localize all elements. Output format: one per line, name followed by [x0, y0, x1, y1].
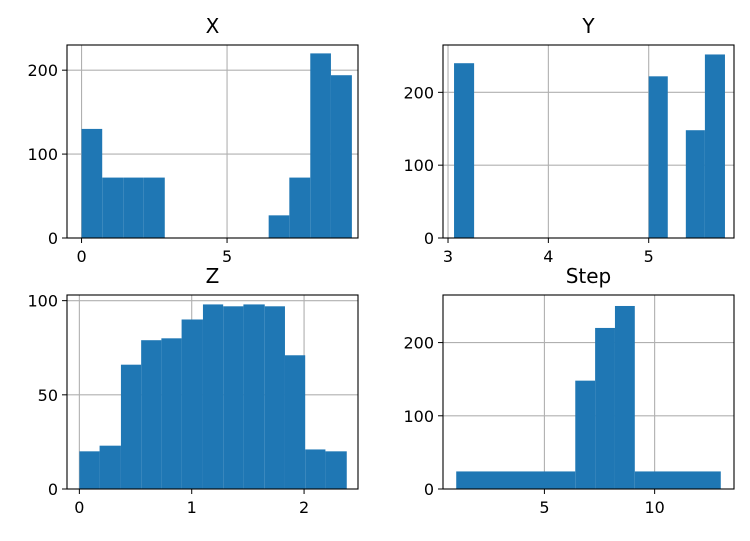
y-tick-label: 0 — [424, 229, 434, 248]
y-tick-label: 100 — [27, 145, 58, 164]
histogram-bar — [120, 364, 142, 489]
x-tick-label: 1 — [187, 498, 197, 517]
histogram-bar — [575, 380, 596, 489]
x-tick-label: 3 — [443, 247, 453, 266]
x-tick-label: 5 — [539, 498, 549, 517]
x-tick-label: 0 — [74, 498, 84, 517]
axes-frame — [442, 44, 735, 239]
histogram-bar — [310, 53, 331, 239]
y-tick-label: 50 — [38, 386, 58, 405]
histogram-bar — [454, 63, 475, 238]
y-tick-label: 100 — [403, 407, 434, 426]
histogram-bar — [81, 128, 103, 238]
histogram-bar — [284, 355, 306, 489]
x-tick-label: 5 — [644, 247, 654, 266]
histogram-bar — [685, 130, 705, 238]
histogram-bar — [141, 340, 162, 489]
histogram-bar — [325, 451, 347, 489]
axes-frame — [66, 294, 359, 490]
y-tick-label: 200 — [403, 334, 434, 353]
x-tick-label: 5 — [222, 247, 232, 266]
histogram-bar — [330, 75, 352, 238]
subplot-title: Y — [581, 14, 595, 38]
histogram-bar — [243, 304, 265, 489]
histogram-bar — [595, 327, 615, 489]
histogram-bar — [614, 305, 635, 489]
y-tick-label: 200 — [403, 83, 434, 102]
y-tick-label: 100 — [403, 156, 434, 175]
subplot-2: 0 1 2 0 50 100 Z — [27, 264, 359, 517]
histogram-bar — [123, 177, 144, 238]
histogram-bar — [704, 54, 725, 238]
histogram-bar — [102, 177, 124, 238]
histogram-bar — [99, 445, 121, 489]
x-tick-label: 2 — [299, 498, 309, 517]
histogram-bar — [79, 451, 100, 489]
y-tick-label: 0 — [424, 480, 434, 499]
subplot-title: Z — [206, 264, 220, 288]
y-tick-label: 0 — [48, 229, 58, 248]
histogram-bar — [223, 306, 244, 489]
histogram-bar — [634, 471, 721, 489]
x-tick-label: 0 — [76, 247, 86, 266]
histogram-bar — [305, 449, 326, 489]
histogram-bar — [181, 319, 203, 489]
subplot-1: 3 4 5 0 100 200 Y — [403, 14, 735, 266]
y-tick-label: 200 — [27, 61, 58, 80]
axes-frame — [442, 294, 735, 490]
histogram-bar — [264, 306, 285, 489]
histogram-bar — [161, 338, 182, 489]
subplot-title: Step — [566, 264, 612, 288]
histogram-bar — [456, 471, 576, 489]
subplot-title: X — [206, 14, 220, 38]
x-tick-label: 4 — [543, 247, 553, 266]
histogram-bar — [143, 177, 165, 238]
axes-frame — [66, 44, 359, 239]
histogram-bar — [202, 304, 224, 489]
y-tick-label: 100 — [27, 292, 58, 311]
y-tick-label: 0 — [48, 480, 58, 499]
histogram-bar — [289, 177, 311, 238]
x-tick-label: 10 — [644, 498, 664, 517]
histogram-bar — [268, 215, 290, 238]
histogram-bar — [648, 76, 668, 238]
